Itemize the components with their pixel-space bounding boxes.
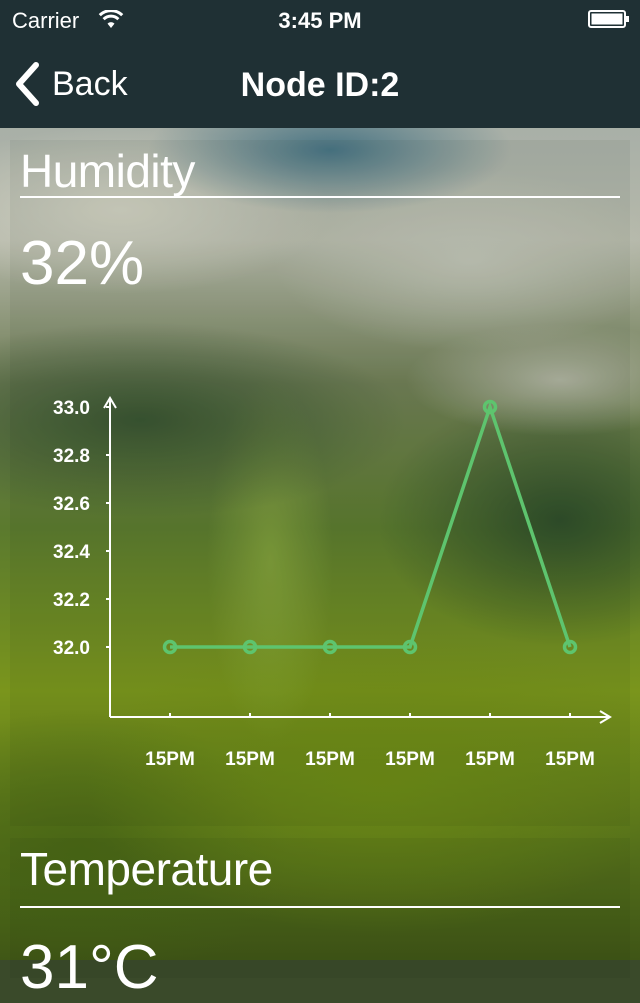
humidity-card: Humidity 32% 32.0 32.2 32.4 32.6 32.8 33.0 15P…	[10, 140, 630, 826]
x-tick-label: 15PM	[385, 749, 435, 770]
temperature-value: 31°C	[20, 933, 159, 1002]
data-point	[162, 639, 178, 655]
x-tick-label: 15PM	[145, 749, 195, 770]
humidity-chart: 32.0 32.2 32.4 32.6 32.8 33.0 15PM 15PM 15PM 15PM…	[53, 396, 612, 770]
series-line	[170, 401, 572, 649]
temperature-card: Temperature 31°C	[10, 838, 630, 1002]
wifi-icon	[98, 10, 124, 28]
humidity-title: Humidity	[20, 145, 195, 197]
x-tick-label: 15PM	[465, 749, 515, 770]
y-tick-label: 32.6	[53, 494, 90, 515]
y-tick-label: 33.0	[53, 398, 90, 419]
chevron-left-icon	[16, 62, 39, 106]
navigation-bar: Back Node ID:2	[0, 40, 640, 128]
y-tick-label: 32.8	[53, 446, 90, 467]
x-axis-arrow	[599, 710, 612, 724]
temperature-divider	[20, 906, 620, 908]
y-tick-label: 32.4	[53, 542, 90, 563]
humidity-divider	[20, 196, 620, 198]
status-time: 3:45 PM	[278, 8, 362, 33]
data-point	[482, 399, 498, 415]
data-point	[242, 639, 258, 655]
status-bar: Carrier 3:45 PM	[0, 0, 640, 40]
battery-icon	[588, 10, 629, 28]
temperature-title: Temperature	[20, 843, 273, 895]
page-title: Node ID:2	[240, 66, 400, 104]
y-tick-label: 32.0	[53, 638, 90, 659]
back-label: Back	[52, 64, 128, 103]
y-tick-label: 32.2	[53, 590, 90, 611]
x-tick-label: 15PM	[305, 749, 355, 770]
background-image	[0, 0, 640, 960]
x-tick-label: 15PM	[225, 749, 275, 770]
y-axis-arrow	[103, 396, 117, 409]
data-point	[402, 639, 418, 655]
carrier-label: Carrier	[12, 8, 80, 33]
x-tick-label: 15PM	[545, 749, 595, 770]
data-point	[322, 639, 338, 655]
back-button[interactable]: Back	[14, 62, 128, 106]
data-point	[562, 639, 578, 655]
humidity-value: 32%	[20, 229, 145, 298]
